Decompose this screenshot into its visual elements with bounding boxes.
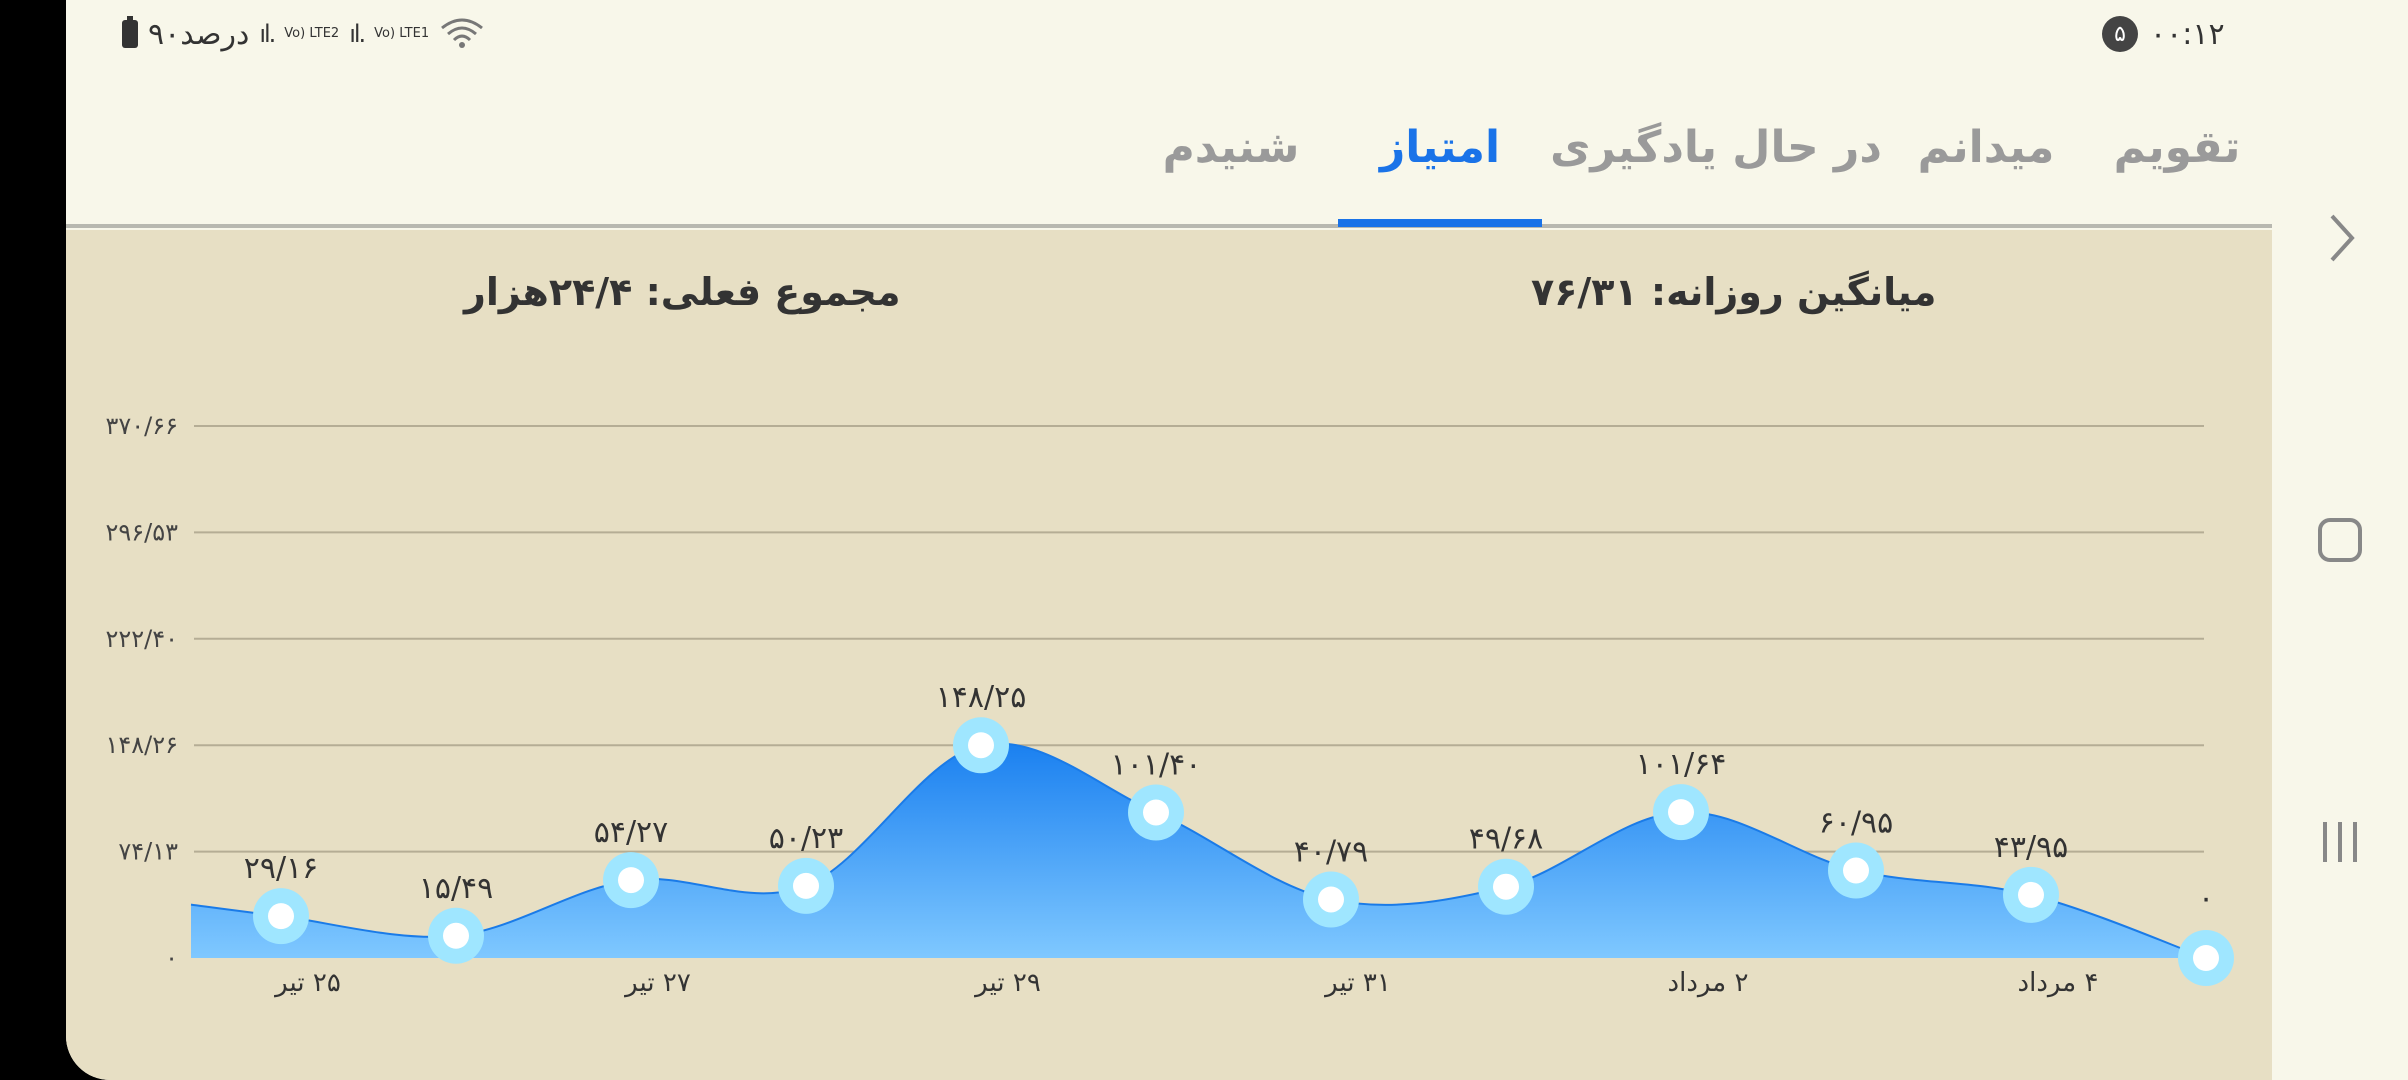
value-label: ۰ bbox=[2198, 881, 2214, 916]
y-tick-label: ۱۴۸/۲۶ bbox=[105, 731, 178, 759]
data-point[interactable] bbox=[1828, 842, 1884, 899]
data-point[interactable] bbox=[603, 852, 659, 909]
signal-icon: ıl. bbox=[349, 20, 366, 48]
home-square-icon bbox=[2318, 518, 2362, 562]
value-label: ۱۰۱/۴۰ bbox=[1111, 747, 1202, 782]
data-point[interactable] bbox=[428, 907, 484, 964]
status-right: ۵ ۰۰:۱۲ bbox=[2102, 14, 2225, 54]
current-total: مجموع فعلی: ۲۴/۴هزار bbox=[464, 270, 901, 314]
data-point[interactable] bbox=[253, 888, 309, 945]
navigation-bar bbox=[2272, 0, 2408, 1080]
score-panel: میانگین روزانه: ۷۶/۳۱ مجموع فعلی: ۲۴/۴هز… bbox=[66, 230, 2272, 1080]
tab-score[interactable]: امتیاز bbox=[1379, 121, 1501, 173]
value-label: ۱۰۱/۶۴ bbox=[1636, 747, 1727, 782]
y-tick-label: ۲۹۶/۵۳ bbox=[105, 518, 178, 546]
data-point[interactable] bbox=[778, 857, 834, 914]
tab-calendar[interactable]: تقویم bbox=[2113, 121, 2241, 173]
value-label: ۱۵/۴۹ bbox=[419, 871, 494, 906]
x-tick-label: ۲۹ تیر bbox=[973, 968, 1041, 998]
data-point[interactable] bbox=[1303, 871, 1359, 928]
tab-learning[interactable]: در حال یادگیری bbox=[1550, 121, 1882, 173]
x-tick-label: ۲۷ تیر bbox=[623, 968, 691, 998]
notification-badge: ۵ bbox=[2102, 16, 2138, 52]
home-button[interactable] bbox=[2272, 490, 2408, 590]
tab-bar: تقویم میدانم در حال یادگیری امتیاز شنیدم bbox=[66, 66, 2272, 228]
value-label: ۴۹/۶۸ bbox=[1469, 822, 1544, 857]
battery-text: ۹۰درصد bbox=[148, 16, 250, 52]
x-tick-label: ۴ مرداد bbox=[2018, 968, 2099, 998]
data-point[interactable] bbox=[1653, 784, 1709, 841]
y-tick-label: ۰ bbox=[165, 944, 178, 972]
y-tick-label: ۳۷۰/۶۶ bbox=[105, 412, 178, 440]
value-label: ۴۳/۹۵ bbox=[1994, 830, 2069, 865]
clock: ۰۰:۱۲ bbox=[2150, 16, 2225, 52]
x-tick-label: ۳۱ تیر bbox=[1323, 968, 1391, 998]
data-point[interactable] bbox=[1478, 858, 1534, 915]
lte2-icon: Vo) LTE2 bbox=[284, 26, 340, 41]
value-label: ۵۴/۲۷ bbox=[594, 815, 669, 850]
y-tick-label: ۲۲۲/۴۰ bbox=[105, 625, 178, 653]
daily-average: میانگین روزانه: ۷۶/۳۱ bbox=[1531, 270, 1937, 314]
data-point[interactable] bbox=[2003, 866, 2059, 923]
tab-known[interactable]: میدانم bbox=[1917, 121, 2055, 173]
y-tick-label: ۷۴/۱۳ bbox=[118, 838, 178, 866]
value-label: ۶۰/۹۵ bbox=[1819, 806, 1894, 841]
status-bar: ۹۰درصد ıl. Vo) LTE2 ıl. Vo) LTE1 ۵ ۰۰:۱۲ bbox=[66, 0, 2408, 66]
value-label: ۱۴۸/۲۵ bbox=[936, 680, 1027, 715]
tab-active-indicator bbox=[1338, 219, 1542, 227]
recents-button[interactable] bbox=[2272, 792, 2408, 892]
chevron-right-icon bbox=[2330, 214, 2355, 262]
x-tick-label: ۲ مرداد bbox=[1668, 968, 1749, 998]
back-button[interactable] bbox=[2272, 188, 2408, 288]
score-chart: ۰ ۷۴/۱۳ ۱۴۸/۲۶ ۲۲۲/۴۰ ۲۹۶/۵۳ ۳۷۰/۶۶ ۲۹/۱۶ ۱۵/۴… bbox=[105, 412, 2234, 998]
signal-icon: ıl. bbox=[259, 20, 276, 48]
data-point[interactable] bbox=[2178, 930, 2234, 986]
x-tick-label: ۲۵ تیر bbox=[273, 968, 341, 998]
data-point[interactable] bbox=[1128, 784, 1184, 841]
battery-icon bbox=[122, 16, 138, 48]
score-area bbox=[191, 743, 2206, 958]
status-left: ۹۰درصد ıl. Vo) LTE2 ıl. Vo) LTE1 bbox=[122, 14, 485, 54]
value-label: ۴۰/۷۹ bbox=[1294, 834, 1369, 869]
tab-divider bbox=[66, 224, 2272, 228]
app-screen: ۹۰درصد ıl. Vo) LTE2 ıl. Vo) LTE1 ۵ ۰۰:۱۲… bbox=[66, 0, 2408, 1080]
value-label: ۲۹/۱۶ bbox=[244, 851, 319, 886]
data-point[interactable] bbox=[953, 717, 1009, 774]
lte1-icon: Vo) LTE1 bbox=[374, 26, 430, 41]
wifi-icon bbox=[441, 18, 484, 48]
tab-heard[interactable]: شنیدم bbox=[1162, 121, 1300, 173]
recents-icon bbox=[2323, 822, 2357, 862]
value-label: ۵۰/۲۳ bbox=[769, 821, 844, 856]
